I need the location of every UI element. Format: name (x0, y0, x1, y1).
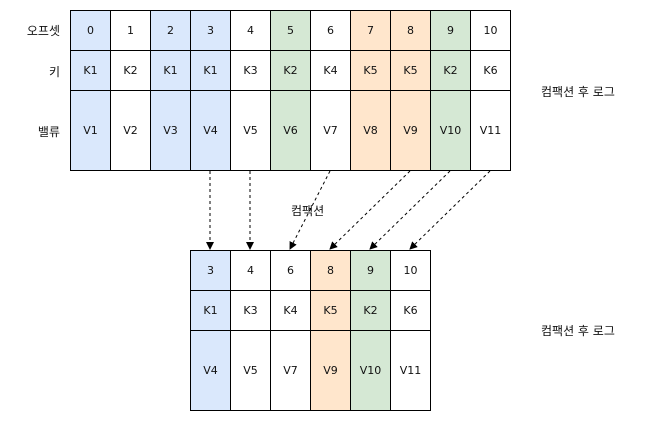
before-value-cell: V9 (391, 91, 431, 171)
after-offset-cell: 4 (231, 251, 271, 291)
after-key-cell: K6 (391, 291, 431, 331)
before-value-cell: V10 (431, 91, 471, 171)
before-value-cell: V4 (191, 91, 231, 171)
before-key-cell: K4 (311, 51, 351, 91)
before-offset-cell: 7 (351, 11, 391, 51)
after-offset-cell: 6 (271, 251, 311, 291)
after-offset-cell: 9 (351, 251, 391, 291)
before-value-cell: V3 (151, 91, 191, 171)
before-key-cell: K1 (71, 51, 111, 91)
arrow-offset-9 (369, 170, 451, 250)
after-value-cell: V10 (351, 331, 391, 411)
before-offset-cell: 6 (311, 11, 351, 51)
after-key-cell: K2 (351, 291, 391, 331)
arrow-offset-6 (289, 170, 331, 250)
after-key-cell: K1 (191, 291, 231, 331)
before-value-cell: V8 (351, 91, 391, 171)
before-offset-cell: 0 (71, 11, 111, 51)
before-offset-cell: 5 (271, 11, 311, 51)
before-offset-cell: 10 (471, 11, 511, 51)
compaction-arrow-label: 컴팩션 (291, 204, 325, 218)
before-offset-cell: 2 (151, 11, 191, 51)
before-key-cell: K6 (471, 51, 511, 91)
before-key-cell: K5 (391, 51, 431, 91)
before-value-cell: V5 (231, 91, 271, 171)
after-value-cell: V5 (231, 331, 271, 411)
before-key-cell: K1 (151, 51, 191, 91)
after-offset-cell: 10 (391, 251, 431, 291)
after-offset-cell: 8 (311, 251, 351, 291)
before-value-cell: V11 (471, 91, 511, 171)
before-value-cell: V2 (111, 91, 151, 171)
before-offset-cell: 9 (431, 11, 471, 51)
before-log-table: 0 1 2 3 4 5 6 7 8 9 10 K1 K2 K1 K1 K3 K2 K4 K5 K5 K2 K6 V1 V2 V3… (70, 10, 511, 171)
before-value-cell: V6 (271, 91, 311, 171)
arrow-offset-10 (409, 170, 491, 250)
after-offset-cell: 3 (191, 251, 231, 291)
before-log-caption: 컴팩션 후 로그 (541, 85, 615, 99)
after-log-caption: 컴팩션 후 로그 (541, 324, 615, 338)
before-key-cell: K2 (271, 51, 311, 91)
before-key-cell: K2 (431, 51, 471, 91)
before-key-cell: K1 (191, 51, 231, 91)
before-key-cell: K5 (351, 51, 391, 91)
after-log-table: 3 4 6 8 9 10 K1 K3 K4 K5 K2 K6 V4 V5 V7 V9 V10 V11 (190, 250, 431, 411)
before-value-cell: V7 (311, 91, 351, 171)
before-offset-cell: 1 (111, 11, 151, 51)
key-row-label: 키 (48, 65, 60, 79)
offset-row-label: 오프셋 (26, 24, 60, 38)
arrow-offset-8 (329, 170, 411, 250)
after-key-cell: K5 (311, 291, 351, 331)
after-value-cell: V11 (391, 331, 431, 411)
before-key-cell: K3 (231, 51, 271, 91)
value-row-label: 밸류 (37, 125, 60, 139)
before-offset-cell: 8 (391, 11, 431, 51)
before-offset-cell: 3 (191, 11, 231, 51)
after-value-cell: V9 (311, 331, 351, 411)
after-value-cell: V4 (191, 331, 231, 411)
before-value-cell: V1 (71, 91, 111, 171)
after-key-cell: K4 (271, 291, 311, 331)
before-offset-cell: 4 (231, 11, 271, 51)
before-key-cell: K2 (111, 51, 151, 91)
after-key-cell: K3 (231, 291, 271, 331)
after-value-cell: V7 (271, 331, 311, 411)
